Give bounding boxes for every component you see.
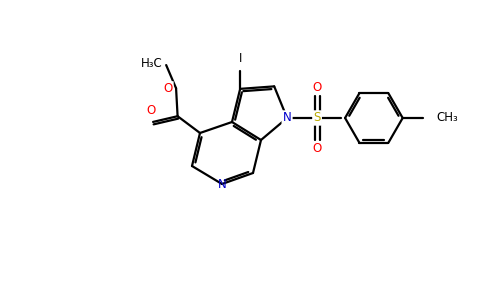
Text: O: O (164, 82, 173, 95)
Text: H₃C: H₃C (140, 57, 162, 70)
Text: O: O (313, 142, 322, 155)
Text: CH₃: CH₃ (437, 112, 458, 124)
Text: O: O (147, 104, 156, 117)
Text: I: I (239, 52, 242, 65)
Text: N: N (218, 178, 227, 190)
Text: S: S (314, 112, 321, 124)
Text: N: N (283, 112, 291, 124)
Text: O: O (313, 81, 322, 94)
